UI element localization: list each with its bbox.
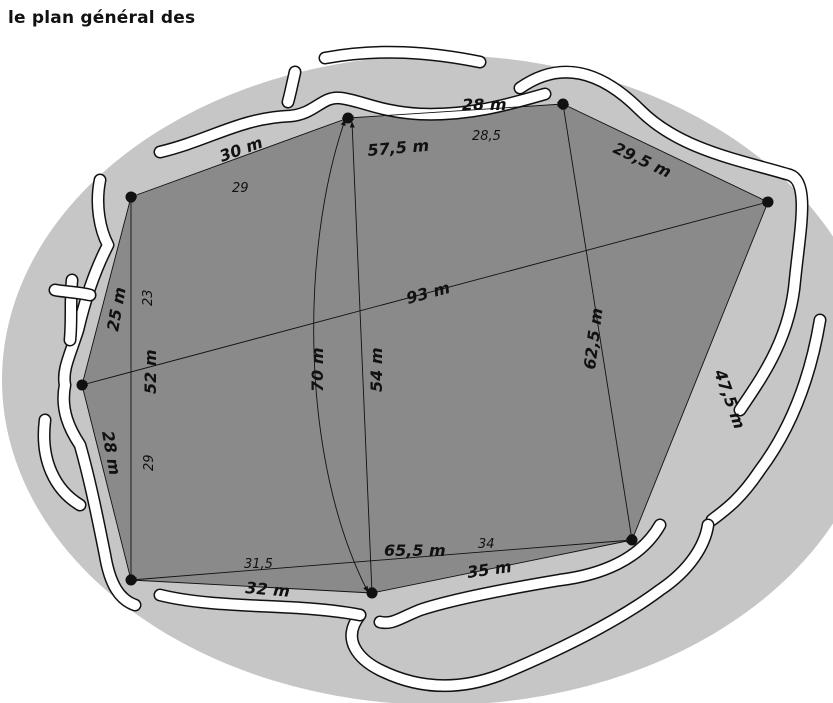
dimension-lines (81, 101, 769, 594)
label-center-vertical: 54 m (367, 347, 386, 392)
stake-point (626, 534, 638, 546)
label-top-right-inner: 28,5 (472, 129, 501, 144)
label-left-upper-inner: 23 (141, 289, 156, 306)
label-bottom-left-segment: 32 m (245, 578, 291, 601)
stake-point (125, 574, 137, 586)
label-bottom-right-inner: 34 (478, 537, 495, 552)
stakes (76, 98, 774, 599)
stake-point (366, 587, 378, 599)
stake-point (342, 112, 354, 124)
label-top-left-inner: 29 (232, 181, 249, 196)
label-left-vertical: 52 m (141, 349, 160, 394)
label-arc-vertical: 70 m (308, 347, 327, 392)
label-bottom-segment: 65,5 m (384, 541, 446, 560)
label-left-lower-inner: 29 (142, 454, 157, 471)
diagram-title: le plan général des (8, 8, 196, 28)
label-top-right-segment: 28 m (462, 95, 507, 114)
stake-point (76, 379, 88, 391)
stake-point (125, 191, 137, 203)
stake-point (557, 98, 569, 110)
stake-point (762, 196, 774, 208)
label-bottom-left-inner: 31,5 (244, 557, 273, 572)
